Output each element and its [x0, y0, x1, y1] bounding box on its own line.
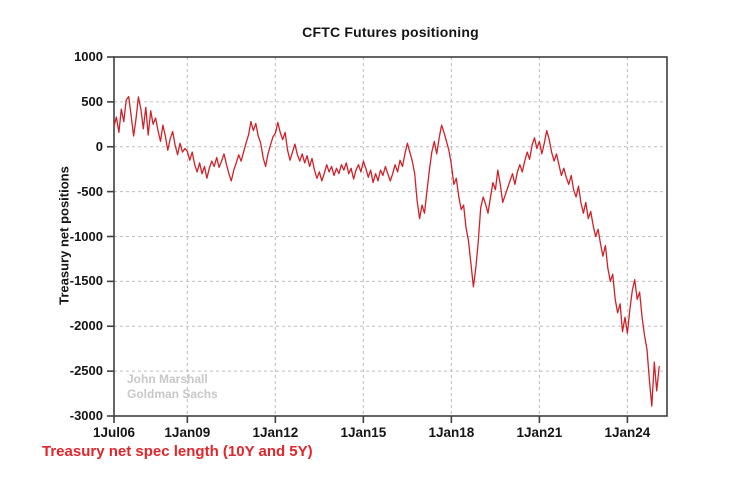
watermark-line1: John Marshall [127, 372, 208, 386]
y-tick-label: -2500 [69, 363, 103, 379]
y-tick-label: -1500 [69, 273, 103, 289]
x-tick-label: 1Jan12 [252, 425, 299, 440]
watermark-line2: Goldman Sachs [127, 387, 218, 401]
y-tick-label: 0 [95, 138, 103, 154]
x-tick-label: 1Jul06 [92, 425, 136, 440]
y-tick-label: 500 [81, 93, 103, 109]
y-tick-label: -500 [76, 183, 103, 199]
x-tick-label: 1Jan24 [604, 425, 651, 440]
y-tick-label: -2000 [69, 318, 103, 334]
watermark: John Marshall Goldman Sachs [127, 372, 218, 402]
y-tick-label: -3000 [69, 408, 103, 423]
y-tick-label: -1000 [69, 228, 103, 244]
x-tick-label: 1Jan15 [340, 425, 387, 440]
y-tick-label: 1000 [74, 49, 103, 64]
footer-series-label: Treasury net spec length (10Y and 5Y) [42, 443, 313, 460]
series-line [113, 95, 660, 407]
x-tick-label: 1Jan18 [428, 425, 475, 440]
chart-title: CFTC Futures positioning [302, 24, 479, 40]
x-tick-label: 1Jan09 [164, 425, 211, 440]
x-tick-label: 1Jan21 [516, 425, 563, 440]
